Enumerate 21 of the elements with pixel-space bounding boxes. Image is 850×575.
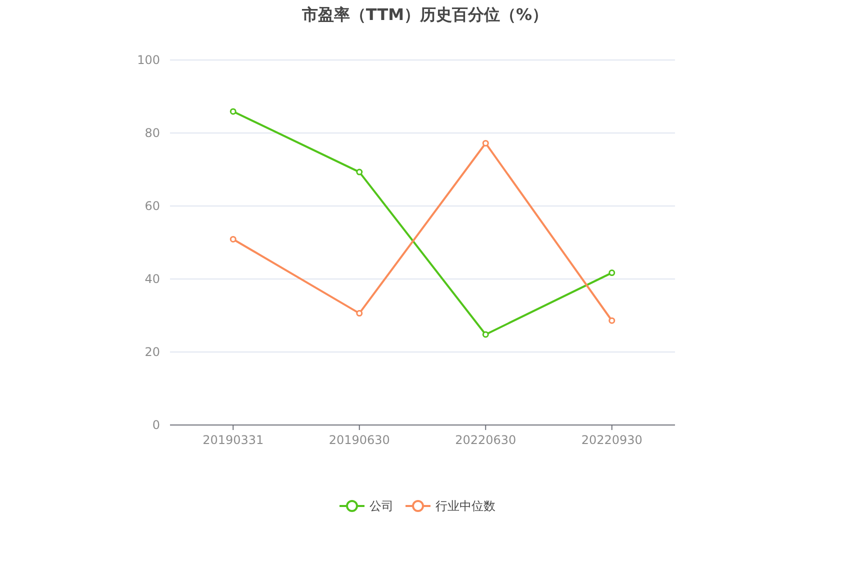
point	[356, 168, 363, 176]
y-tick-label: 40	[144, 272, 160, 286]
y-tick-label: 100	[137, 53, 160, 67]
point	[608, 317, 616, 324]
x-tick-label: 20190630	[328, 433, 390, 447]
y-tick-label: 60	[144, 199, 160, 213]
legend-label: 公司	[370, 499, 394, 513]
y-tick-label: 0	[152, 418, 160, 432]
point	[230, 236, 236, 242]
legend-label: 行业中位数	[436, 499, 496, 513]
point	[230, 108, 236, 115]
point	[482, 140, 489, 146]
x-tick-label: 20220630	[455, 433, 516, 447]
point	[608, 270, 616, 276]
chart-title: 市盈率（TTM）历史百分位（%）	[300, 5, 548, 24]
x-tick-label: 20190331	[202, 433, 264, 447]
point	[356, 310, 363, 317]
x-tick-label: 20220930	[581, 433, 642, 447]
point	[482, 331, 489, 338]
y-tick-label: 80	[144, 126, 160, 140]
y-tick-label: 20	[144, 345, 160, 359]
